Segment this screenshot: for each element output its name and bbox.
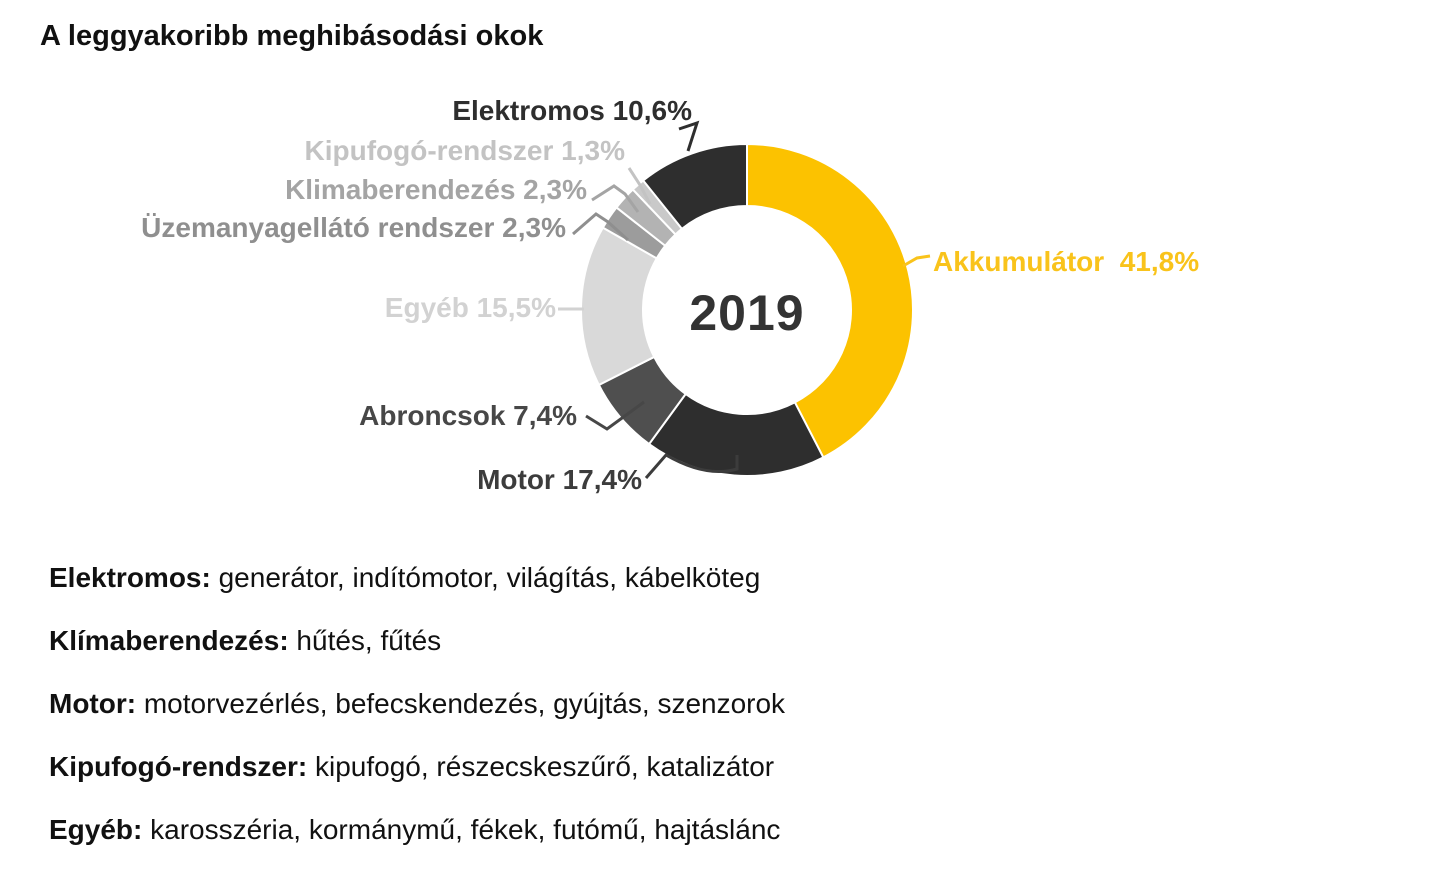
leader-line-akkumulator (902, 254, 931, 268)
donut-slice-elektromos (641, 142, 748, 231)
leader-line-klimaberendezes (591, 184, 640, 213)
definition-klimaberendezes: Klímaberendezés: hűtés, fűtés (49, 624, 785, 658)
definition-desc: generátor, indítómotor, világítás, kábel… (210, 562, 761, 593)
slice-label-kipufogo-rendszer: Kipufogó-rendszer 1,3% (304, 135, 625, 166)
leader-line-elektromos (678, 120, 700, 152)
donut-center-year: 2019 (689, 285, 805, 341)
leader-line-uzemanyagellato (572, 212, 630, 242)
donut-slices (580, 142, 914, 477)
definition-elektromos: Elektromos: generátor, indítómotor, vilá… (49, 561, 785, 595)
definition-desc: motorvezérlés, befecskendezés, gyújtás, … (136, 688, 786, 719)
slice-label-abroncsok: Abroncsok 7,4% (359, 400, 577, 431)
page-title: A leggyakoribb meghibásodási okok (40, 20, 544, 52)
definition-term: Motor: (49, 688, 137, 719)
definition-desc: kipufogó, részecskeszűrő, katalizátor (307, 751, 775, 782)
definition-motor: Motor: motorvezérlés, befecskendezés, gy… (49, 687, 785, 721)
slice-label-motor: Motor 17,4% (477, 464, 642, 495)
definition-kipufogo-rendszer: Kipufogó-rendszer: kipufogó, részecskesz… (49, 750, 785, 784)
definition-term: Kipufogó-rendszer: (49, 751, 308, 782)
definition-term: Klímaberendezés: (49, 625, 289, 656)
definition-desc: karosszéria, kormánymű, fékek, futómű, h… (142, 814, 781, 845)
donut-slice-akkumulator (746, 142, 914, 459)
leader-line-kipufogo (627, 167, 652, 205)
definition-desc: hűtés, fűtés (288, 625, 442, 656)
leader-line-motor (644, 453, 739, 479)
slice-label-uzemanyagellato-rendszer: Üzemanyagellátó rendszer 2,3% (141, 212, 566, 243)
definition-term: Egyéb: (49, 814, 143, 845)
slice-label-elektromos: Elektromos 10,6% (452, 95, 692, 126)
definition-term: Elektromos: (49, 562, 211, 593)
definitions-list: Elektromos: generátor, indítómotor, vilá… (49, 561, 785, 847)
slice-label-klimaberendezes: Klimaberendezés 2,3% (285, 174, 587, 205)
slice-label-akkumulator: Akkumulátor 41,8% (933, 246, 1200, 277)
definition-egyeb: Egyéb: karosszéria, kormánymű, fékek, fu… (49, 813, 785, 847)
slice-label-egyeb: Egyéb 15,5% (384, 292, 556, 323)
leader-line-abroncsok (585, 400, 645, 431)
